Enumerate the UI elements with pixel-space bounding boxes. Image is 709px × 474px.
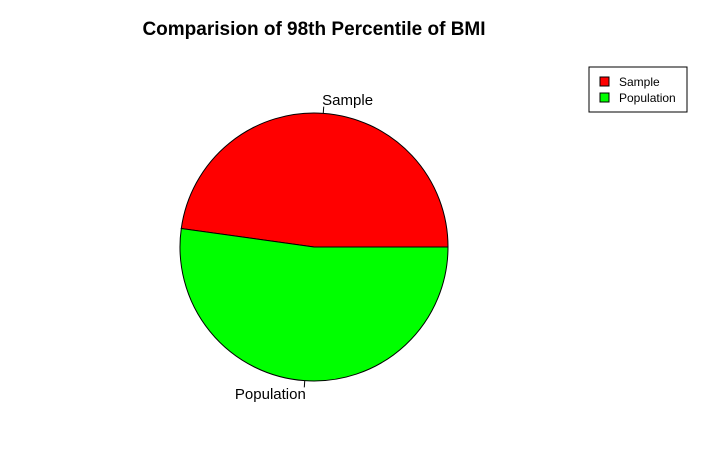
slice-labels: Sample Population — [235, 92, 373, 403]
slice-label-sample: Sample — [322, 92, 373, 109]
legend-label-population: Population — [619, 91, 676, 105]
chart-title: Comparision of 98th Percentile of BMI — [142, 19, 485, 40]
legend-label-sample: Sample — [619, 75, 660, 89]
pie-slices — [179, 112, 449, 382]
slice-label-population: Population — [235, 386, 306, 403]
pie-slice-population — [179, 227, 449, 382]
legend: Sample Population — [588, 66, 688, 113]
pie-slice-sample — [180, 112, 449, 248]
slice-label-lines — [303, 106, 325, 388]
legend-swatch-sample — [599, 76, 610, 87]
legend-box — [588, 66, 688, 113]
legend-swatch-population — [599, 92, 610, 103]
